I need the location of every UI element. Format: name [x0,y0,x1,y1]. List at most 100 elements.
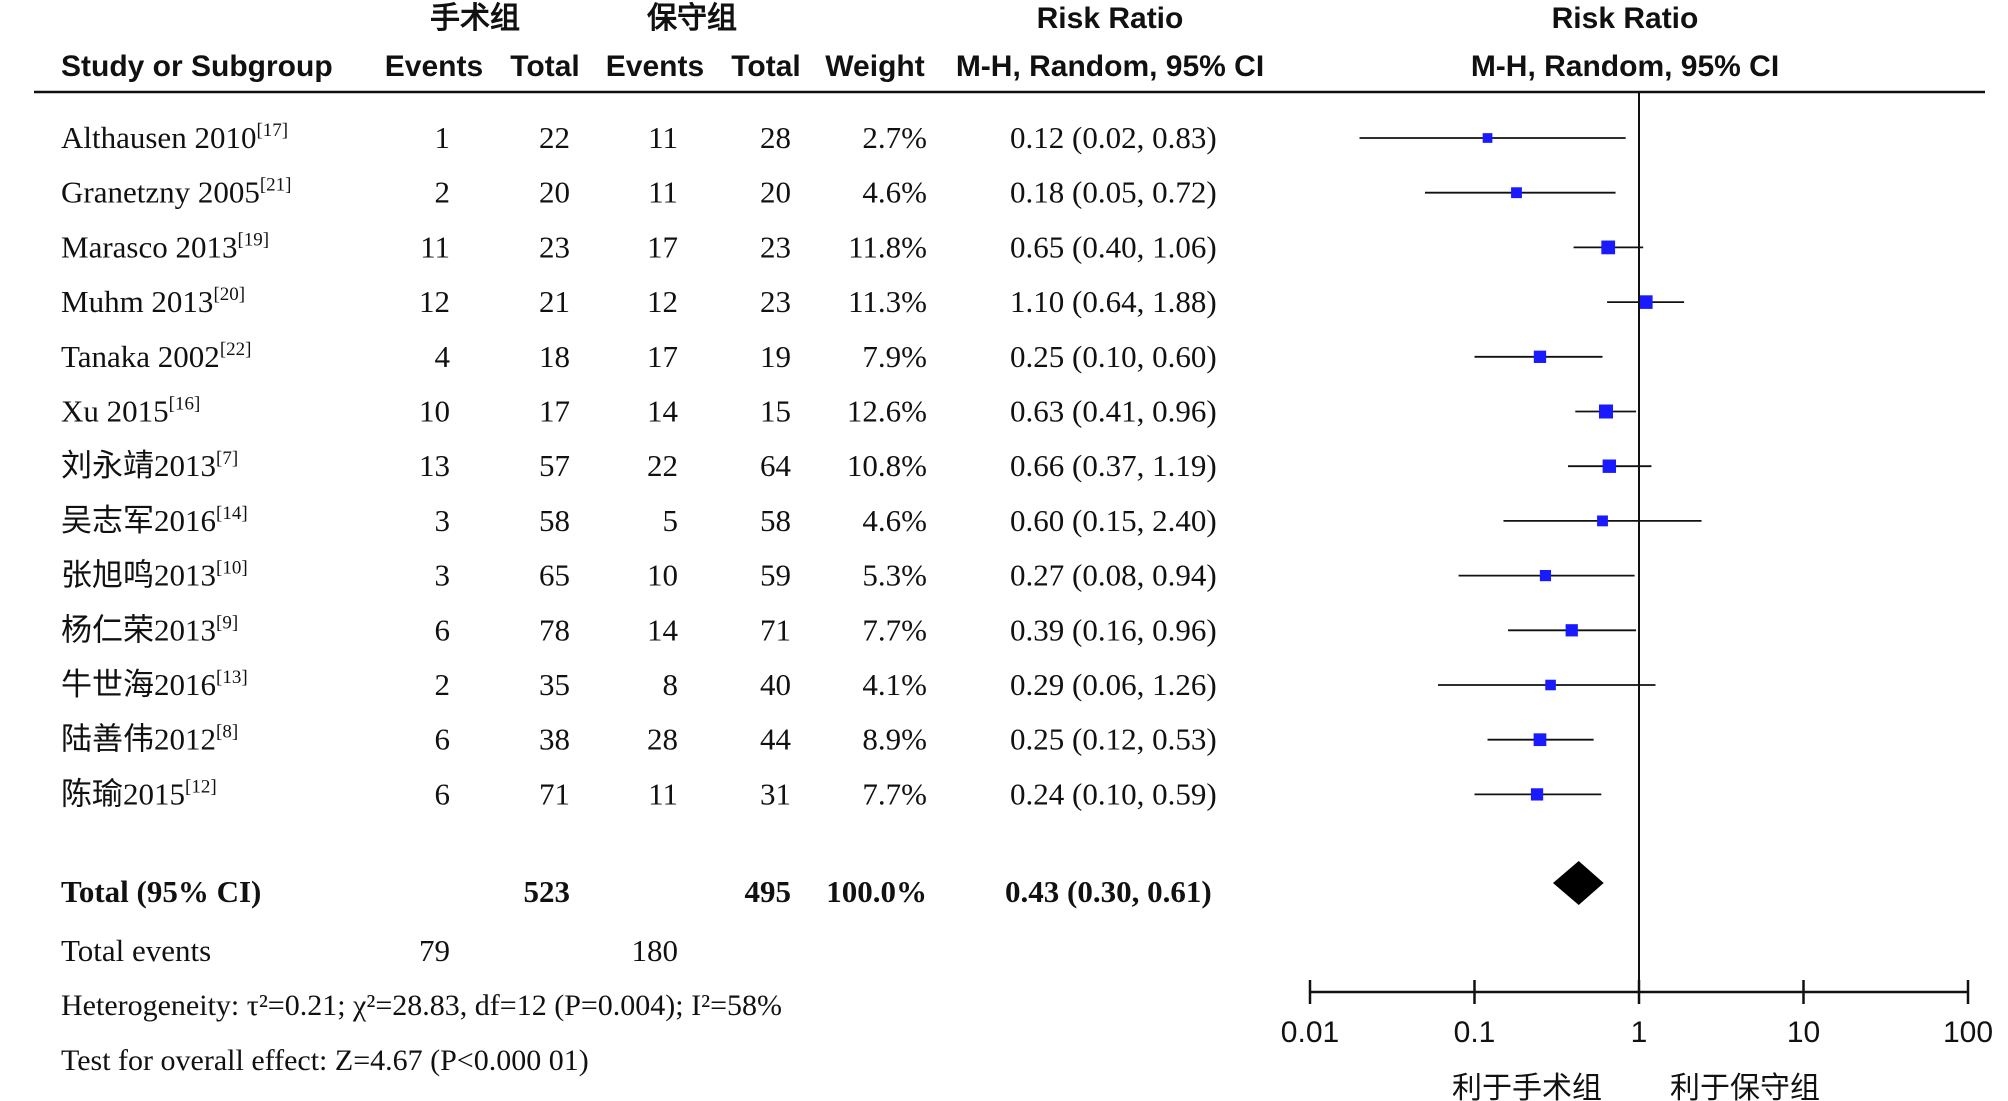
total-group1: 21 [539,284,570,319]
effect-box [1533,733,1547,747]
total2-header: Total [731,50,800,83]
events-group2: 22 [647,448,678,483]
total-group1: 35 [539,667,570,702]
effect-box [1639,295,1653,309]
events-group1: 10 [419,394,450,429]
study-reference: [19] [237,229,269,250]
study-reference: [16] [169,394,201,415]
study-row: Marasco 2013[19] 11 23 17 23 11.8% 0.65 (0.40,… [61,229,1644,264]
study-ci-text: 0.63 (0.41, 0.96) [1010,394,1217,429]
study-weight: 5.3% [862,558,927,593]
total-group1: 20 [539,175,570,210]
effect-box [1539,570,1552,582]
study-reference: [14] [216,503,248,524]
total-events-group1: 79 [419,933,450,968]
total-group2: 58 [760,503,791,538]
total-events-group2: 180 [632,933,679,968]
pooled-total1: 523 [524,874,571,909]
pooled-diamond [1552,861,1604,905]
study-reference: [10] [216,558,248,579]
events-group2: 14 [647,394,679,429]
rr-method-header: M-H, Random, 95% CI [956,50,1264,83]
study-ci-text: 0.25 (0.10, 0.60) [1010,339,1217,374]
rr-column-title: Risk Ratio [1037,2,1184,35]
total-group1: 18 [539,339,570,374]
study-name: 牛世海2016[13] [61,667,248,702]
study-weight: 7.7% [862,612,927,647]
effect-box [1530,788,1544,801]
total-group1: 23 [539,229,570,264]
study-ci-text: 0.25 (0.12, 0.53) [1010,722,1217,757]
effect-box [1545,679,1556,691]
events-group1: 6 [435,722,451,757]
effect-box [1565,624,1578,637]
pooled-label: Total (95% CI) [61,874,261,909]
effect-box [1602,459,1617,473]
study-weight: 4.6% [862,503,927,538]
total-group2: 44 [760,722,792,757]
study-ci-text: 0.39 (0.16, 0.96) [1010,612,1217,647]
effect-box [1598,404,1613,419]
study-row: 陈瑜2015[12] 6 71 11 31 7.7% 0.24 (0.10, 0.59) [61,776,1602,811]
events-group2: 11 [648,175,678,210]
study-weight: 4.6% [862,175,927,210]
study-reference: [13] [216,667,248,688]
group2-header: 保守组 [647,1,737,35]
study-reference: [8] [216,722,238,743]
effect-box [1601,240,1616,255]
events-group1: 4 [435,339,451,374]
weight-header: Weight [825,50,924,83]
events-group1: 13 [419,448,450,483]
total-group1: 65 [539,558,570,593]
events1-header: Events [385,50,483,83]
x-tick-label: 100 [1943,1016,1993,1049]
plot-column-title: Risk Ratio [1552,2,1699,35]
x-tick-label: 1 [1631,1016,1648,1049]
study-row: 张旭鸣2013[10] 3 65 10 59 5.3% 0.27 (0.08, 0.94) [61,558,1635,593]
total-group1: 57 [539,448,570,483]
events-group1: 6 [435,612,451,647]
effect-box [1597,515,1608,527]
total-group2: 28 [760,120,791,155]
study-name: Althausen 2010[17] [61,120,288,155]
pooled-total2: 495 [745,874,792,909]
study-reference: [17] [256,120,288,141]
study-name: 吴志军2016[14] [61,503,248,538]
study-weight: 2.7% [862,120,927,155]
table-header: 手术组 保守组 Risk Ratio Risk Ratio Study or S… [34,1,1985,94]
study-name: Granetzny 2005[21] [61,175,292,210]
x-axis-ticks: 0.01 0.1 1 10 100 [1281,980,1993,1049]
events-group1: 1 [435,120,451,155]
study-row: Tanaka 2002[22] 4 18 17 19 7.9% 0.25 (0.10, 0.… [61,339,1603,374]
study-weight: 4.1% [862,667,927,702]
total-group2: 20 [760,175,791,210]
study-row: 牛世海2016[13] 2 35 8 40 4.1% 0.29 (0.06, 1.26) [61,667,1656,702]
events-group2: 17 [647,229,678,264]
group1-header: 手术组 [430,1,520,35]
heterogeneity-text: Heterogeneity: τ²=0.21; χ²=28.83, df=12 … [61,989,782,1022]
study-reference: [20] [213,284,245,305]
plot-method-header: M-H, Random, 95% CI [1471,50,1779,83]
study-weight: 7.9% [862,339,927,374]
events-group1: 11 [420,229,450,264]
study-ci-text: 0.18 (0.05, 0.72) [1010,175,1217,210]
study-ci-text: 0.24 (0.10, 0.59) [1010,776,1217,811]
events-group2: 14 [647,612,679,647]
overall-effect-text: Test for overall effect: Z=4.67 (P<0.000… [61,1044,589,1077]
study-rows: Althausen 2010[17] 1 22 11 28 2.7% 0.12 (0.02,… [61,120,1702,811]
pooled-ci-text: 0.43 (0.30, 0.61) [1005,874,1212,909]
study-ci-text: 0.65 (0.40, 1.06) [1010,229,1217,264]
study-row: 刘永靖2013[7] 13 57 22 64 10.8% 0.66 (0.37, 1.19) [61,448,1652,483]
total-group2: 64 [760,448,792,483]
study-weight: 12.6% [847,394,927,429]
favours-left-label: 利于手术组 [1452,1072,1602,1101]
study-name: Muhm 2013[20] [61,284,245,319]
study-ci-text: 0.29 (0.06, 1.26) [1010,667,1217,702]
effect-box [1482,133,1493,143]
total-events-label: Total events [61,933,211,968]
study-weight: 11.3% [848,284,927,319]
favours-right-label: 利于保守组 [1670,1072,1820,1101]
study-weight: 10.8% [847,448,927,483]
total1-header: Total [510,50,579,83]
study-ci-text: 0.66 (0.37, 1.19) [1010,448,1217,483]
